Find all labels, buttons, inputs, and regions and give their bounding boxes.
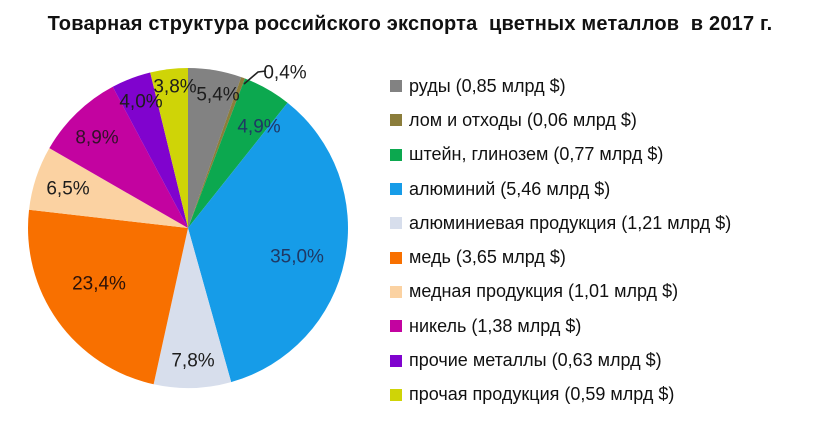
legend-label: штейн, глинозем (0,77 млрд $) xyxy=(409,144,664,165)
chart-title: Товарная структура российского экспорта … xyxy=(47,13,773,35)
pie-percent-label-9: 3,8% xyxy=(153,77,196,98)
legend-label: алюминиевая продукция (1,21 млрд $) xyxy=(409,212,732,233)
pie-slice-4 xyxy=(153,228,232,388)
pie-percent-label-0: 5,4% xyxy=(196,85,239,106)
pie-slice-0 xyxy=(188,68,242,228)
legend-swatch-icon xyxy=(390,80,402,93)
legend-item-2: штейн, глинозем (0,77 млрд $) xyxy=(390,138,731,172)
pie-percent-label-2: 4,9% xyxy=(237,117,280,138)
legend-swatch-icon xyxy=(390,114,402,127)
legend-label: прочие металлы (0,63 млрд $) xyxy=(409,350,662,371)
legend-item-3: алюминий (5,46 млрд $) xyxy=(390,172,731,206)
legend-label: алюминий (5,46 млрд $) xyxy=(409,178,611,199)
legend-label: медь (3,65 млрд $) xyxy=(409,247,566,268)
pie-slice-1 xyxy=(188,77,245,228)
pie-percent-label-6: 6,5% xyxy=(46,179,89,200)
pie-percent-label-3: 35,0% xyxy=(270,247,324,268)
pie-slice-7 xyxy=(49,86,188,228)
pie-slice-9 xyxy=(150,68,188,228)
legend-swatch-icon xyxy=(390,251,402,264)
legend-label: руды (0,85 млрд $) xyxy=(409,75,566,96)
legend-item-8: прочие металлы (0,63 млрд $) xyxy=(390,343,731,377)
legend-label: медная продукция (1,01 млрд $) xyxy=(409,281,679,302)
pie-percent-label-5: 23,4% xyxy=(72,274,126,295)
legend-label: прочая продукция (0,59 млрд $) xyxy=(409,384,675,405)
pie-slice-6 xyxy=(29,148,188,228)
legend-item-9: прочая продукция (0,59 млрд $) xyxy=(390,378,731,412)
callout-line-1 xyxy=(243,70,267,85)
legend-item-6: медная продукция (1,01 млрд $) xyxy=(390,275,731,309)
legend-item-7: никель (1,38 млрд $) xyxy=(390,309,731,343)
legend-swatch-icon xyxy=(390,354,402,367)
pie-percent-label-7: 8,9% xyxy=(75,128,118,149)
legend-item-1: лом и отходы (0,06 млрд $) xyxy=(390,103,731,137)
pie-slice-5 xyxy=(28,209,188,385)
pie-percent-label-1: 0,4% xyxy=(263,63,306,84)
pie-percent-label-4: 7,8% xyxy=(171,351,214,372)
pie-slice-3 xyxy=(188,102,348,383)
legend-item-4: алюминиевая продукция (1,21 млрд $) xyxy=(390,206,731,240)
legend-label: никель (1,38 млрд $) xyxy=(409,315,582,336)
pie-percent-label-8: 4,0% xyxy=(119,92,162,113)
pie-slice-2 xyxy=(188,78,288,229)
legend-label: лом и отходы (0,06 млрд $) xyxy=(409,109,637,130)
legend: руды (0,85 млрд $) лом и отходы (0,06 млр… xyxy=(390,69,731,412)
pie-slice-8 xyxy=(112,72,188,228)
legend-item-0: руды (0,85 млрд $) xyxy=(390,69,731,103)
legend-item-5: медь (3,65 млрд $) xyxy=(390,240,731,274)
legend-swatch-icon xyxy=(390,183,402,196)
legend-swatch-icon xyxy=(390,388,402,401)
legend-swatch-icon xyxy=(390,148,402,161)
legend-swatch-icon xyxy=(390,285,402,298)
legend-swatch-icon xyxy=(390,217,402,230)
legend-swatch-icon xyxy=(390,320,402,333)
